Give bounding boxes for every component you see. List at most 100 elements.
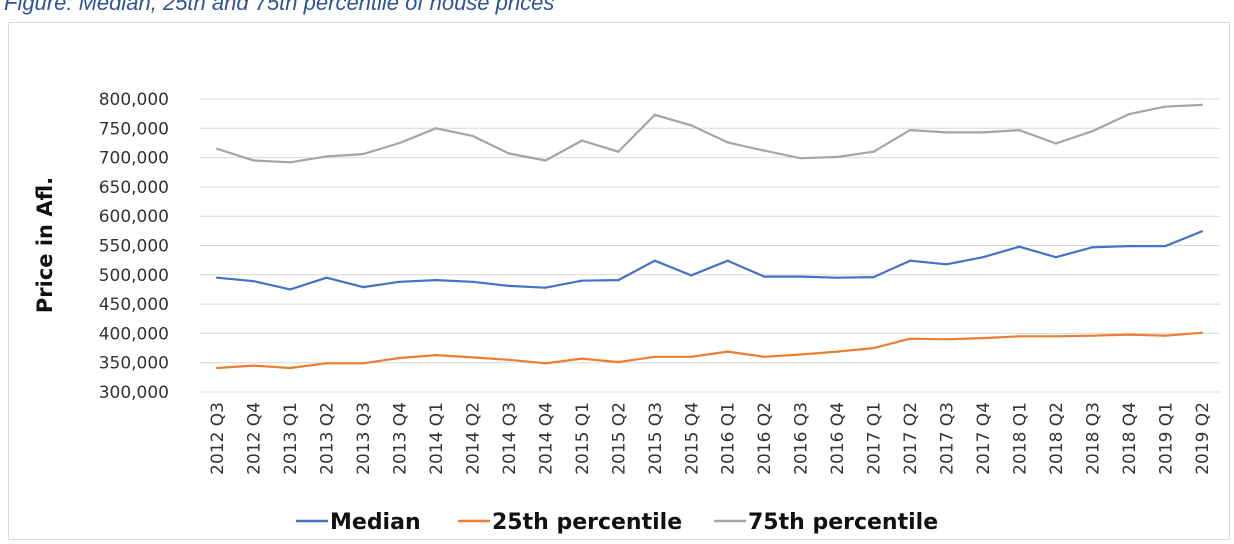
x-tick-label: 2019 Q1	[1156, 402, 1176, 475]
data-point	[872, 150, 875, 153]
data-point	[1164, 105, 1167, 108]
x-tick-label: 2014 Q2	[463, 402, 483, 475]
x-tick-label: 2015 Q2	[609, 402, 629, 475]
data-point	[1127, 244, 1131, 248]
y-tick-label: 550,000	[99, 237, 169, 257]
x-tick-label: 2014 Q1	[427, 402, 447, 475]
x-tick-label: 2014 Q4	[536, 402, 556, 475]
x-tick-label: 2015 Q3	[646, 402, 666, 475]
data-point	[617, 360, 620, 364]
data-point	[617, 150, 620, 153]
data-point	[361, 362, 365, 365]
x-tick-label: 2017 Q1	[865, 402, 885, 475]
data-point	[398, 280, 401, 284]
data-point	[216, 276, 219, 279]
data-point	[835, 155, 839, 159]
y-tick-label: 700,000	[99, 149, 169, 169]
x-tick-label: 2013 Q3	[354, 402, 374, 475]
legend-label: 75th percentile	[748, 510, 938, 535]
x-tick-label: 2018 Q3	[1083, 402, 1103, 475]
data-point	[471, 356, 474, 359]
x-tick-label: 2016 Q4	[828, 402, 848, 475]
data-point	[1200, 103, 1203, 107]
data-point	[799, 275, 802, 278]
data-point	[690, 124, 693, 127]
data-point	[1127, 333, 1131, 336]
data-point	[1054, 335, 1058, 338]
data-point	[288, 366, 292, 370]
y-tick-label: 400,000	[99, 324, 169, 344]
data-point	[1164, 334, 1167, 337]
data-point	[690, 274, 693, 277]
data-point	[398, 141, 401, 145]
x-tick-label: 2013 Q1	[281, 402, 301, 475]
y-tick-label: 500,000	[99, 266, 169, 286]
data-point	[325, 362, 328, 365]
y-tick-label: 350,000	[99, 354, 169, 374]
data-point	[799, 156, 802, 160]
data-point	[288, 161, 292, 164]
data-point	[252, 364, 255, 367]
x-tick-label: 2015 Q1	[573, 402, 593, 475]
data-point	[544, 362, 547, 365]
legend: Median 25th percentile 75th percentile	[296, 510, 938, 535]
page-header: Figure: Median, 25th and 75th percentile…	[0, 0, 1234, 22]
data-point	[216, 366, 219, 370]
data-point	[617, 278, 620, 282]
x-tick-label: 2012 Q4	[245, 402, 265, 475]
data-point	[544, 286, 547, 289]
x-tick-label: 2014 Q3	[500, 402, 520, 475]
data-point	[507, 358, 511, 361]
data-point	[1091, 130, 1094, 133]
data-point	[434, 278, 438, 282]
data-point	[1054, 142, 1058, 145]
data-point	[872, 275, 875, 279]
data-point	[361, 152, 365, 156]
data-point	[1127, 113, 1131, 116]
data-point	[762, 355, 766, 359]
data-point	[726, 141, 729, 144]
data-point	[1018, 128, 1021, 132]
data-point	[762, 149, 766, 152]
x-tick-label: 2016 Q1	[719, 402, 739, 475]
x-tick-label: 2018 Q4	[1120, 402, 1140, 475]
data-point	[981, 256, 985, 259]
data-point	[1200, 331, 1203, 335]
gridlines	[199, 98, 1220, 393]
data-point	[690, 355, 693, 359]
x-tick-label: 2019 Q2	[1193, 402, 1213, 475]
y-tick-label: 300,000	[99, 383, 169, 403]
x-tick-label: 2017 Q3	[938, 402, 958, 475]
data-point	[471, 134, 474, 138]
x-tick-label: 2018 Q1	[1010, 402, 1030, 475]
x-tick-label: 2016 Q3	[792, 402, 812, 475]
x-tick-label: 2016 Q2	[755, 402, 775, 475]
data-point	[252, 280, 255, 283]
x-axis-ticks: 2012 Q3 2012 Q4 2013 Q1 2013 Q2 2013 Q3 2013 …	[208, 402, 1213, 475]
data-point	[361, 285, 365, 289]
data-point	[1018, 335, 1021, 338]
data-point	[653, 259, 657, 262]
legend-label: 25th percentile	[492, 510, 682, 535]
data-point	[507, 152, 511, 155]
data-point	[252, 159, 255, 162]
data-point	[981, 336, 985, 340]
data-point	[726, 350, 729, 353]
x-tick-label: 2018 Q2	[1047, 402, 1067, 475]
y-axis-label: Price in Afl.	[33, 177, 57, 313]
y-tick-label: 600,000	[99, 207, 169, 227]
data-point	[835, 276, 839, 279]
data-point	[1200, 230, 1203, 233]
y-axis-ticks: 300,000 350,000 400,000 450,000 500,000 550,0…	[99, 90, 169, 403]
x-tick-label: 2017 Q4	[974, 402, 994, 475]
y-tick-label: 650,000	[99, 178, 169, 198]
data-point	[981, 131, 985, 134]
data-point	[434, 353, 438, 357]
data-point	[580, 279, 584, 282]
data-point	[1018, 245, 1021, 248]
data-point	[325, 276, 328, 279]
y-tick-label: 450,000	[99, 295, 169, 315]
data-point	[471, 280, 474, 284]
data-point	[507, 284, 511, 288]
data-point	[1091, 334, 1094, 337]
